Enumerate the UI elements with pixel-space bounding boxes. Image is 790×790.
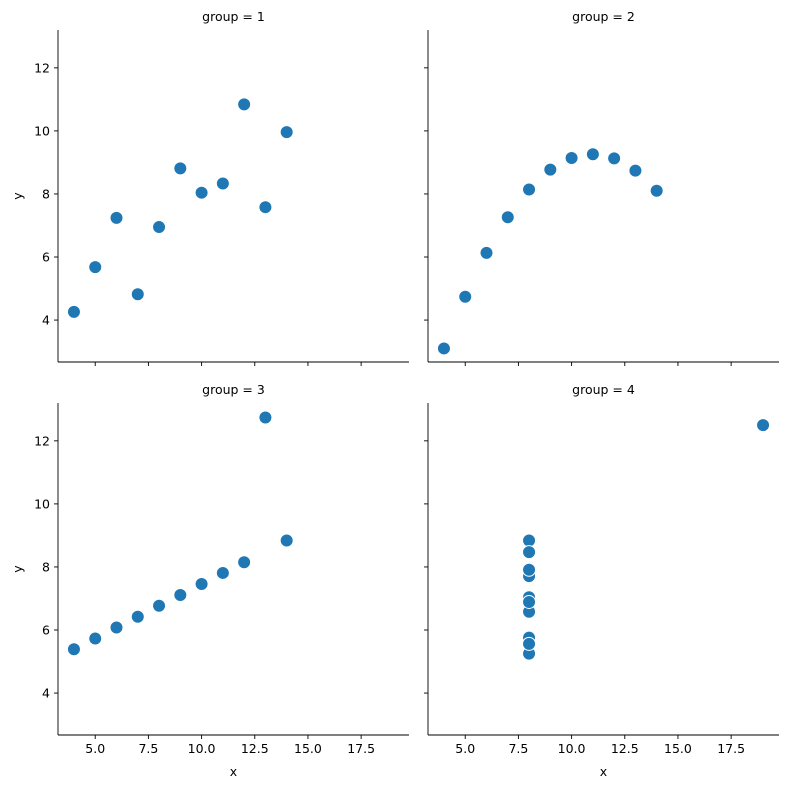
x-tick-label: 10.0	[188, 741, 216, 756]
data-point	[585, 147, 600, 162]
data-point	[500, 210, 515, 225]
data-point	[522, 594, 537, 609]
data-point	[237, 97, 252, 112]
x-tick-label: 10.0	[558, 741, 586, 756]
y-axis-label: y	[10, 565, 25, 573]
data-point	[522, 636, 537, 651]
data-point	[522, 545, 537, 560]
data-point	[522, 182, 537, 197]
x-tick-label: 17.5	[347, 741, 375, 756]
panel-group-3: 5.0 7.5 10.0 12.5 15.0 17.5 4 6 8 10 12 group = 3 x y	[10, 382, 409, 779]
data-point	[479, 245, 494, 260]
y-tick-label: 4	[42, 313, 50, 328]
data-point	[88, 260, 103, 275]
panel-group-4: 5.0 7.5 10.0 12.5 15.0 17.5 group = 4 x	[424, 382, 779, 779]
data-point	[152, 220, 167, 235]
panel-title: group = 1	[202, 9, 265, 24]
data-point	[522, 533, 537, 548]
data-point	[564, 151, 579, 166]
data-point	[237, 555, 252, 570]
panel-group-2: group = 2	[424, 9, 779, 366]
x-tick-label: 7.5	[138, 741, 158, 756]
data-point	[66, 642, 81, 657]
x-tick-label: 5.0	[455, 741, 475, 756]
panel-title: group = 2	[572, 9, 635, 24]
data-point	[130, 287, 145, 302]
panel-title: group = 4	[572, 382, 635, 397]
y-tick-label: 6	[42, 250, 50, 265]
data-point	[152, 598, 167, 613]
y-tick-label: 4	[42, 686, 50, 701]
data-point	[215, 176, 230, 191]
x-axis-label: x	[230, 764, 237, 779]
data-point	[194, 576, 209, 591]
x-tick-label: 12.5	[611, 741, 639, 756]
data-point	[279, 125, 294, 140]
data-point	[458, 289, 473, 304]
y-tick-label: 8	[42, 186, 50, 201]
data-point	[522, 562, 537, 577]
data-point	[173, 161, 188, 176]
data-point	[66, 304, 81, 319]
y-tick-label: 12	[34, 433, 50, 448]
data-point	[130, 609, 145, 624]
data-point	[173, 588, 188, 603]
data-point	[436, 341, 451, 356]
data-point	[543, 162, 558, 177]
data-point	[215, 565, 230, 580]
y-tick-label: 6	[42, 623, 50, 638]
panel-group-1: 4 6 8 10 12 group = 1 y	[10, 9, 409, 366]
x-tick-label: 15.0	[664, 741, 692, 756]
data-point	[194, 185, 209, 200]
y-tick-label: 8	[42, 559, 50, 574]
data-point	[109, 620, 124, 635]
data-point	[109, 210, 124, 225]
data-point	[258, 410, 273, 425]
x-tick-label: 5.0	[85, 741, 105, 756]
data-point	[258, 200, 273, 215]
data-point	[628, 163, 643, 178]
x-tick-label: 15.0	[294, 741, 322, 756]
x-tick-label: 12.5	[241, 741, 269, 756]
data-point	[279, 533, 294, 548]
y-tick-label: 10	[34, 123, 50, 138]
y-tick-label: 12	[34, 60, 50, 75]
data-point	[756, 418, 771, 433]
y-tick-label: 10	[34, 496, 50, 511]
x-tick-label: 7.5	[508, 741, 528, 756]
panel-title: group = 3	[202, 382, 265, 397]
data-point	[88, 631, 103, 646]
x-axis-label: x	[600, 764, 607, 779]
y-axis-label: y	[10, 192, 25, 200]
x-tick-label: 17.5	[717, 741, 745, 756]
data-point	[607, 151, 622, 166]
data-point	[649, 183, 664, 198]
